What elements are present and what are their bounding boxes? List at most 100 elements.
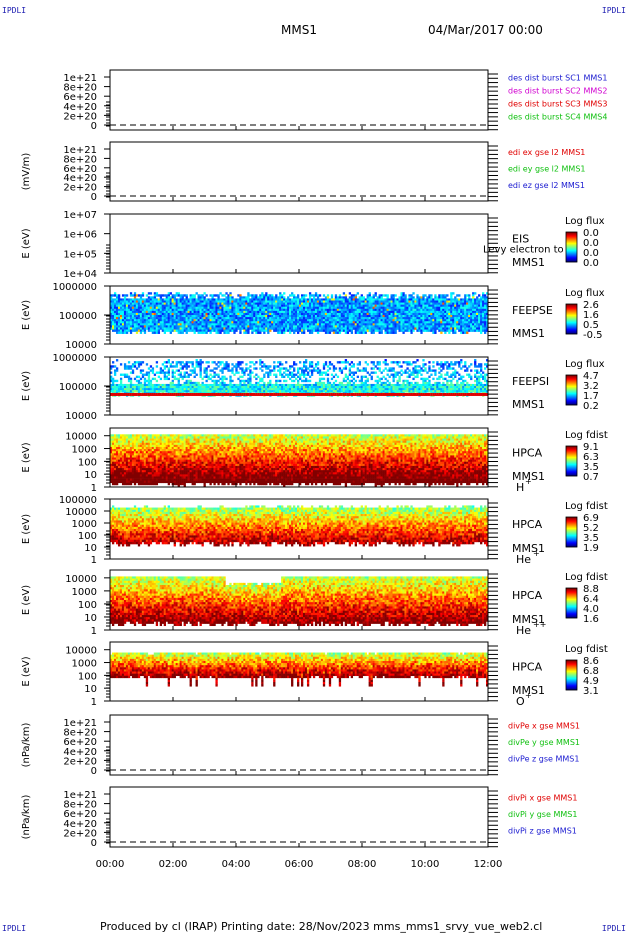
feepse-cell <box>192 321 194 323</box>
feepsi-red-band <box>124 393 126 396</box>
feepse-cell <box>321 315 323 317</box>
feepse-cell <box>462 311 464 313</box>
feepsi-cell <box>247 388 249 390</box>
feepse-cell <box>176 311 178 313</box>
feepse-cell <box>466 319 468 321</box>
feepse-cell <box>452 327 454 329</box>
feepsi-cell <box>204 386 206 388</box>
feepse-cell <box>200 311 202 313</box>
feepsi-cell <box>192 384 194 386</box>
feepse-cell <box>375 309 377 311</box>
feepse-cell <box>337 321 339 323</box>
feepse-cell <box>406 319 408 321</box>
feepsi-cell <box>239 388 241 390</box>
feepse-cell <box>305 311 307 313</box>
feepse-cell <box>377 325 379 327</box>
feepse-cell <box>289 315 291 317</box>
feepse-cell <box>424 303 426 305</box>
feepsi-cell <box>138 390 140 392</box>
feepse-cell <box>116 332 118 334</box>
feepsi-cell <box>329 386 331 388</box>
feepse-cell <box>291 319 293 321</box>
feepse-cell <box>456 319 458 321</box>
feepse-cell <box>205 319 207 321</box>
feepse-cell <box>444 305 446 307</box>
feepse-cell <box>349 296 351 298</box>
feepse-cell <box>321 319 323 321</box>
feepse-cell <box>196 319 198 321</box>
feepsi-cell <box>251 361 253 363</box>
feepse-cell <box>335 305 337 307</box>
feepse-cell <box>357 301 359 303</box>
feepsi-cell <box>200 363 202 365</box>
feepsi-cell <box>327 390 329 392</box>
feepsi-red-band <box>162 393 164 396</box>
feepse-cell <box>205 311 207 313</box>
feepse-cell <box>142 315 144 317</box>
feepse-cell <box>410 327 412 329</box>
feepsi-cell <box>233 384 235 386</box>
feepse-cell <box>478 305 480 307</box>
feepse-cell <box>152 319 154 321</box>
feepse-cell <box>420 332 422 334</box>
feepse-cell <box>148 303 150 305</box>
feepsi-cell <box>170 388 172 390</box>
feepse-cell <box>124 319 126 321</box>
feepse-cell <box>287 330 289 332</box>
feepsi-cell <box>152 367 154 369</box>
feepse-cell <box>160 321 162 323</box>
feepse-cell <box>237 323 239 325</box>
feepsi-cell <box>188 388 190 390</box>
feepse-cell <box>172 298 174 300</box>
feepsi-cell <box>255 386 257 388</box>
feepse-cell <box>291 294 293 296</box>
feepse-cell <box>233 330 235 332</box>
feepse-cell <box>480 303 482 305</box>
feepsi-red-band <box>333 393 335 396</box>
feepsi-cell <box>303 363 305 365</box>
feepse-cell <box>422 330 424 332</box>
feepse-cell <box>351 305 353 307</box>
feepsi-cell <box>287 369 289 371</box>
feepse-cell <box>160 315 162 317</box>
feepse-cell <box>426 303 428 305</box>
feepse-cell <box>398 309 400 311</box>
eis-ylabel: E (eV) <box>21 228 32 258</box>
feepse-cell <box>416 298 418 300</box>
feepsi-cell <box>204 390 206 392</box>
feepse-cell <box>472 294 474 296</box>
feepse-cell <box>323 325 325 327</box>
feepse-cell <box>116 296 118 298</box>
feepse-cell <box>474 311 476 313</box>
feepsi-cell <box>259 386 261 388</box>
feepse-cell <box>428 330 430 332</box>
feepsi-red-band <box>313 393 315 396</box>
feepse-cell <box>281 325 283 327</box>
feepse-cell <box>430 309 432 311</box>
feepse-cell <box>140 311 142 313</box>
feepse-cell <box>136 309 138 311</box>
feepsi-cell <box>279 367 281 369</box>
feepse-cell <box>182 325 184 327</box>
feepse-cell <box>124 301 126 303</box>
feepsi-cell <box>156 386 158 388</box>
feepse-cell <box>194 330 196 332</box>
feepse-cell <box>365 330 367 332</box>
feepsi-cell <box>299 384 301 386</box>
feepsi-red-band <box>259 393 261 396</box>
feepsi-cell <box>347 384 349 386</box>
feepse-cell <box>365 317 367 319</box>
feepse-cell <box>361 311 363 313</box>
feepse-cell <box>343 303 345 305</box>
feepse-cell <box>235 323 237 325</box>
feepse-cell <box>255 301 257 303</box>
feepsi-cell <box>293 376 295 378</box>
feepsi-cell <box>223 382 225 384</box>
feepsi-cell <box>190 386 192 388</box>
feepsi-cell <box>269 382 271 384</box>
feepsi-red-band <box>335 393 337 396</box>
feepse-cell <box>279 327 281 329</box>
feepse-cell <box>291 321 293 323</box>
feepse-cell <box>194 301 196 303</box>
feepse-cell <box>176 321 178 323</box>
